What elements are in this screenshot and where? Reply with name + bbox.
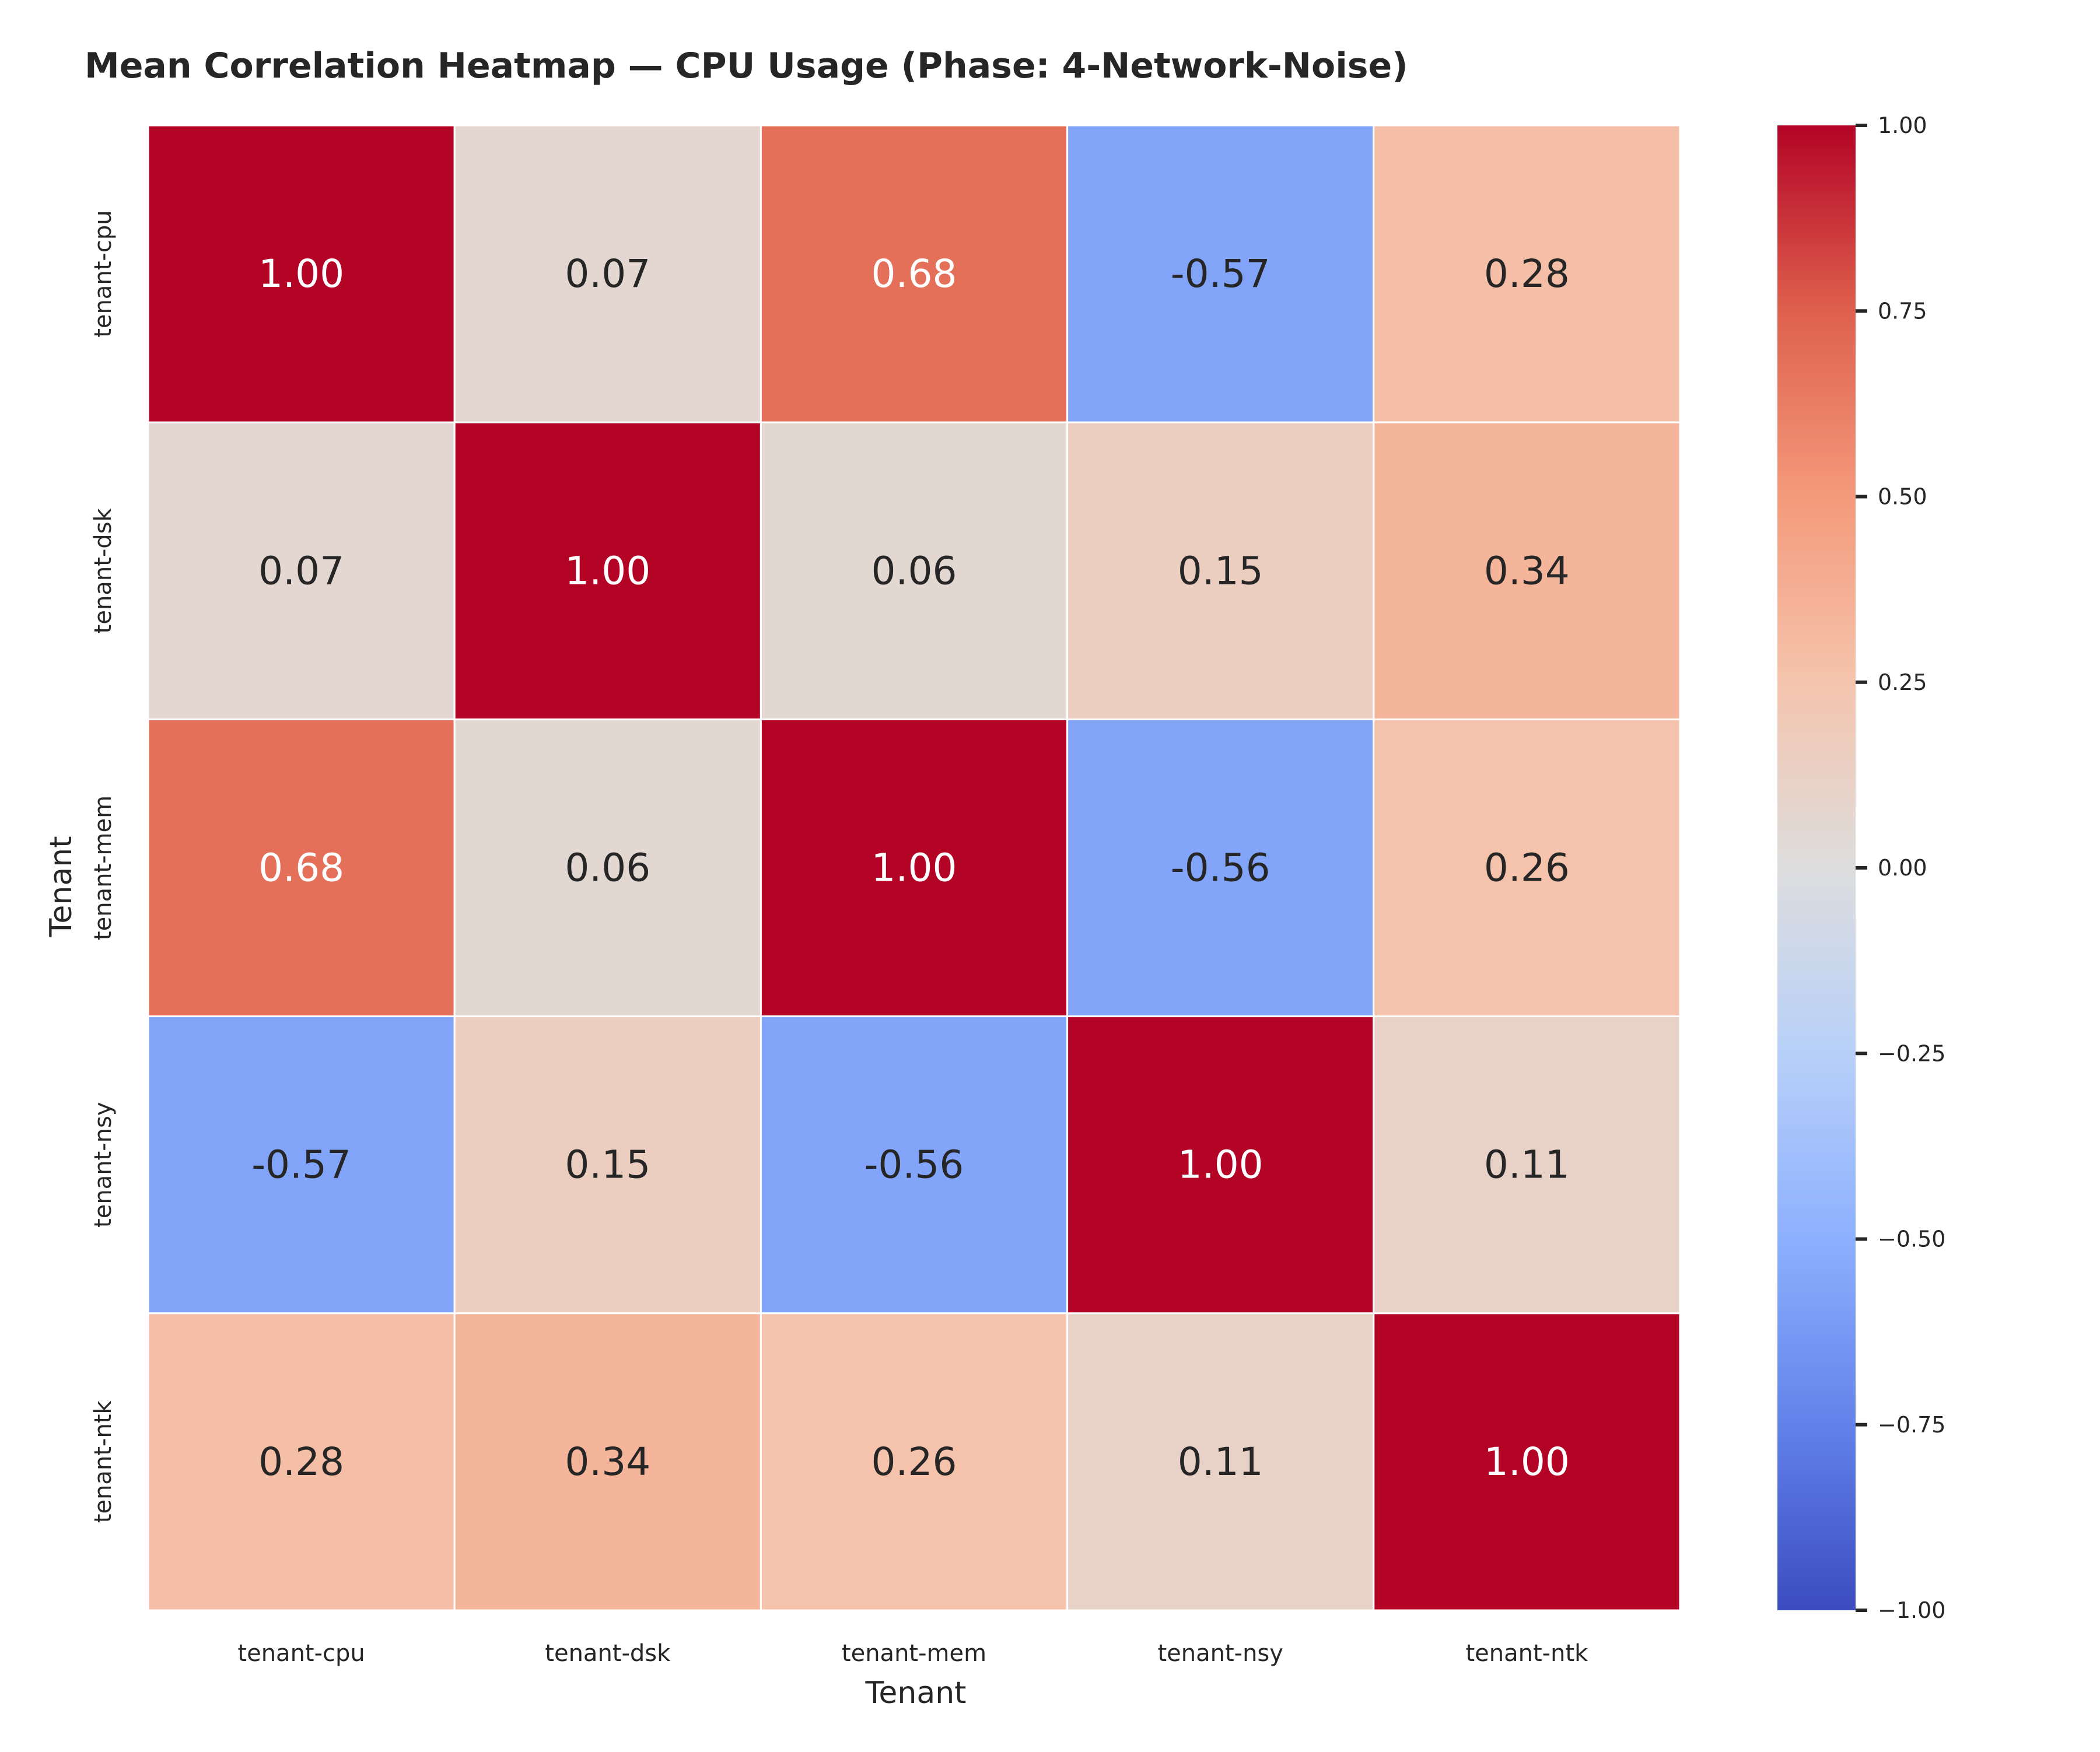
heatmap-cell-tenant-mem-tenant-dsk bbox=[453, 718, 762, 1018]
heatmap-cell-tenant-nsy-tenant-dsk bbox=[453, 1015, 762, 1315]
y-tick-label: tenant-dsk bbox=[90, 507, 117, 633]
cell-value-label: -0.57 bbox=[1171, 251, 1270, 296]
heatmap-cell-tenant-dsk-tenant-ntk bbox=[1373, 421, 1681, 720]
heatmap-cell-tenant-cpu-tenant-dsk bbox=[453, 124, 762, 423]
x-tick-label: tenant-mem bbox=[842, 1640, 986, 1667]
y-axis-ticks: tenant-cpu tenant-dsk tenant-mem tenant-nsy… bbox=[90, 210, 117, 1523]
heatmap-cell-tenant-mem-tenant-mem bbox=[760, 718, 1069, 1018]
cell-value-label: -0.56 bbox=[864, 1143, 964, 1187]
y-axis-label: Tenant bbox=[44, 836, 79, 937]
heatmap-cell-tenant-nsy-tenant-ntk bbox=[1373, 1015, 1681, 1315]
x-tick-label: tenant-dsk bbox=[545, 1640, 671, 1667]
heatmap-cells bbox=[147, 124, 1681, 1611]
cell-value-label: -0.57 bbox=[251, 1143, 351, 1187]
cell-value-label: 0.28 bbox=[1484, 251, 1570, 296]
cell-value-label: 0.26 bbox=[1484, 846, 1570, 891]
x-axis-ticks: tenant-cpu tenant-dsk tenant-mem tenant-nsy… bbox=[237, 1640, 1588, 1667]
heatmap-cell-tenant-nsy-tenant-cpu bbox=[147, 1015, 456, 1315]
cell-value-label: 1.00 bbox=[872, 846, 957, 891]
heatmap-cell-tenant-ntk-tenant-cpu bbox=[147, 1312, 456, 1611]
colorbar-tick-label: −0.75 bbox=[1878, 1412, 1945, 1438]
cell-value-label: 0.68 bbox=[872, 251, 957, 296]
heatmap-cell-tenant-nsy-tenant-nsy bbox=[1066, 1015, 1375, 1315]
heatmap-cell-tenant-mem-tenant-ntk bbox=[1373, 718, 1681, 1018]
heatmap-cell-tenant-dsk-tenant-dsk bbox=[453, 421, 762, 720]
cell-value-label: 0.06 bbox=[872, 548, 957, 593]
heatmap-cell-tenant-dsk-tenant-cpu bbox=[147, 421, 456, 720]
heatmap-cell-tenant-cpu-tenant-cpu bbox=[147, 124, 456, 423]
cell-value-label: 0.11 bbox=[1484, 1143, 1570, 1187]
heatmap-cell-tenant-cpu-tenant-ntk bbox=[1373, 124, 1681, 423]
heatmap-cell-tenant-ntk-tenant-mem bbox=[760, 1312, 1069, 1611]
y-tick-label: tenant-ntk bbox=[90, 1400, 117, 1523]
cell-value-label: 0.15 bbox=[565, 1143, 650, 1187]
colorbar-tick-label: −0.50 bbox=[1878, 1227, 1945, 1252]
cell-value-label: 1.00 bbox=[1484, 1439, 1570, 1484]
colorbar-tick-label: −0.25 bbox=[1878, 1040, 1945, 1066]
colorbar-tick-label: 0.00 bbox=[1878, 855, 1927, 881]
y-tick-label: tenant-mem bbox=[90, 796, 117, 940]
cell-value-label: 0.34 bbox=[1484, 548, 1570, 593]
colorbar-tick-label: −1.00 bbox=[1878, 1597, 1945, 1623]
x-tick-label: tenant-ntk bbox=[1465, 1640, 1588, 1667]
cell-value-label: 1.00 bbox=[565, 548, 650, 593]
cell-value-label: 1.00 bbox=[1178, 1143, 1264, 1187]
colorbar-ticks: 1.00 0.75 0.50 0.25 0.00 −0.25 −0.50 −0.75 −1.00 bbox=[1856, 113, 1945, 1623]
x-axis-label: Tenant bbox=[864, 1676, 966, 1711]
x-tick-label: tenant-cpu bbox=[237, 1640, 365, 1667]
cell-value-label: 0.68 bbox=[258, 846, 344, 891]
cell-value-label: 0.34 bbox=[565, 1439, 650, 1484]
y-tick-label: tenant-cpu bbox=[90, 210, 117, 337]
cell-value-label: 0.06 bbox=[565, 846, 650, 891]
cell-value-label: 1.00 bbox=[258, 251, 344, 296]
heatmap-cell-tenant-cpu-tenant-nsy bbox=[1066, 124, 1375, 423]
heatmap-cell-labels: 1.00 0.07 0.68 -0.57 0.28 0.07 1.00 0.06 0.15 0.3… bbox=[251, 251, 1570, 1484]
cell-value-label: -0.56 bbox=[1171, 846, 1270, 891]
colorbar-tick-label: 1.00 bbox=[1878, 113, 1927, 138]
colorbar bbox=[1777, 125, 1856, 1610]
x-tick-label: tenant-nsy bbox=[1157, 1640, 1283, 1667]
cell-value-label: 0.07 bbox=[565, 251, 650, 296]
colorbar-tick-label: 0.50 bbox=[1878, 484, 1927, 510]
heatmap-cell-tenant-mem-tenant-nsy bbox=[1066, 718, 1375, 1018]
cell-value-label: 0.28 bbox=[258, 1439, 344, 1484]
cell-value-label: 0.26 bbox=[872, 1439, 957, 1484]
heatmap-cell-tenant-ntk-tenant-dsk bbox=[453, 1312, 762, 1611]
cell-value-label: 0.11 bbox=[1178, 1439, 1264, 1484]
heatmap-cell-tenant-nsy-tenant-mem bbox=[760, 1015, 1069, 1315]
heatmap-cell-tenant-ntk-tenant-ntk bbox=[1373, 1312, 1681, 1611]
heatmap-cell-tenant-dsk-tenant-mem bbox=[760, 421, 1069, 720]
colorbar-tick-label: 0.25 bbox=[1878, 670, 1927, 695]
y-tick-label: tenant-nsy bbox=[90, 1102, 117, 1228]
cell-value-label: 0.07 bbox=[258, 548, 344, 593]
heatmap-cell-tenant-cpu-tenant-mem bbox=[760, 124, 1069, 423]
cell-value-label: 0.15 bbox=[1178, 548, 1264, 593]
chart-title: Mean Correlation Heatmap — CPU Usage (Ph… bbox=[85, 45, 1408, 86]
colorbar-tick-label: 0.75 bbox=[1878, 298, 1927, 324]
